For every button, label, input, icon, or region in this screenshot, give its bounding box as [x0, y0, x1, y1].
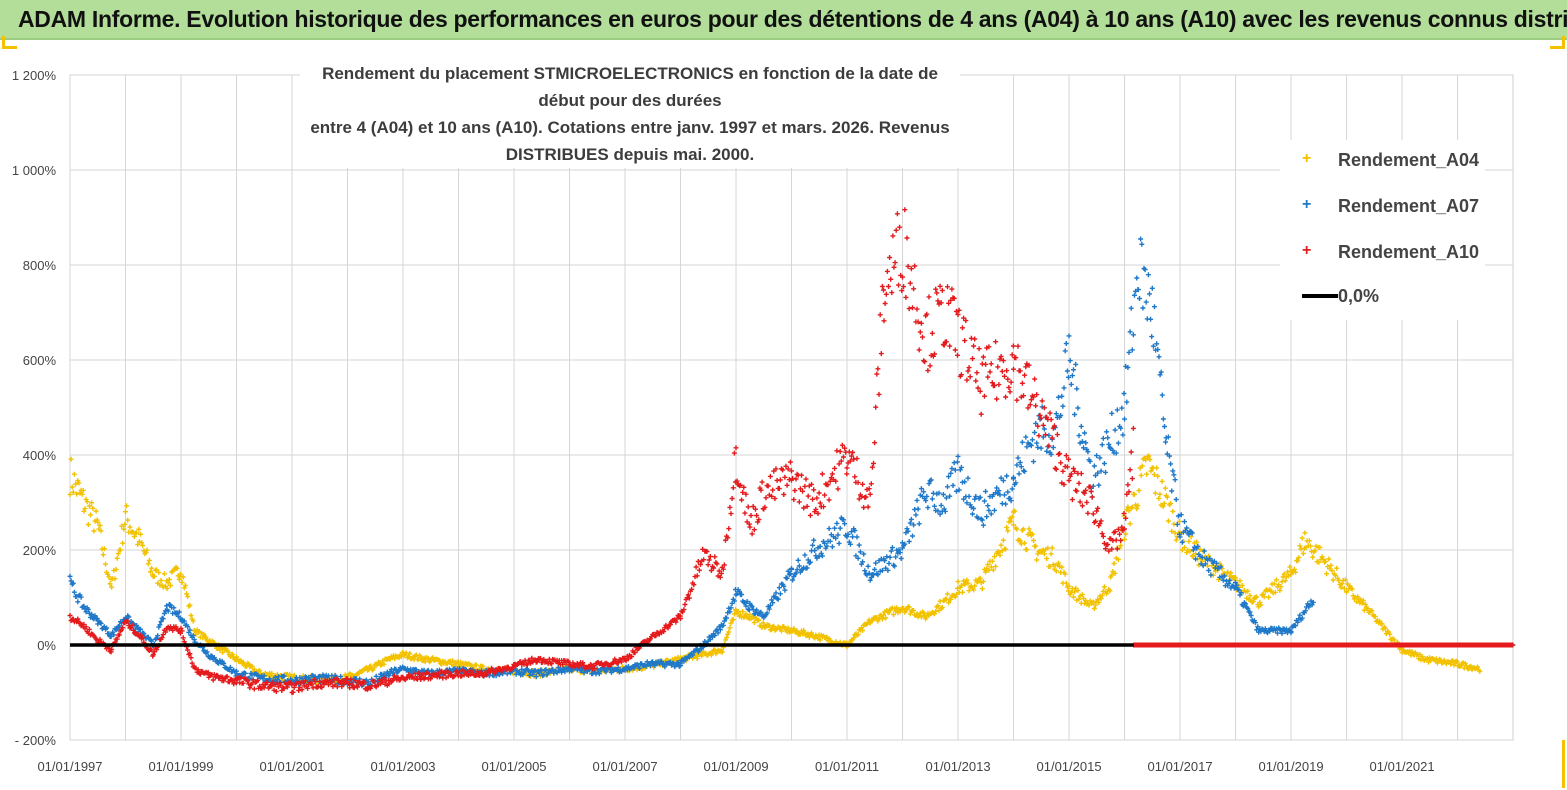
x-tick-label: 01/01/2001	[259, 759, 324, 774]
legend-item-a10: + Rendement_A10	[1280, 240, 1479, 264]
chart-title-line-1: Rendement du placement STMICROELECTRONIC…	[322, 64, 938, 110]
page-title: ADAM Informe. Evolution historique des p…	[18, 5, 1567, 32]
legend-label-zero: 0,0%	[1338, 285, 1380, 306]
legend: + Rendement_A04 + Rendement_A07 + Rendem…	[1280, 140, 1485, 320]
y-axis: - 200% 0% 200% 400% 600% 800% 1 000% 1 200%	[12, 68, 57, 748]
series-markers	[67, 236, 1316, 689]
x-tick-label: 01/01/1999	[148, 759, 213, 774]
x-tick-label: 01/01/2009	[703, 759, 768, 774]
corner-marker	[1550, 740, 1565, 788]
x-tick-label: 01/01/2005	[481, 759, 546, 774]
x-axis: 01/01/1997 01/01/1999 01/01/2001 01/01/2003…	[37, 759, 1434, 774]
page-header: ADAM Informe. Evolution historique des p…	[0, 0, 1567, 40]
x-tick-label: 01/01/1997	[37, 759, 102, 774]
y-tick-label: 200%	[23, 543, 57, 558]
y-tick-label: 1 200%	[12, 68, 57, 83]
x-tick-label: 01/01/2003	[370, 759, 435, 774]
legend-marker-zero	[1280, 284, 1338, 308]
plus-marker-icon: +	[1302, 196, 1312, 213]
legend-label-a04: Rendement_A04	[1338, 149, 1480, 170]
chart-title-line-2: entre 4 (A04) et 10 ans (A10). Cotations…	[310, 118, 950, 164]
line-marker-icon	[1302, 294, 1338, 298]
legend-item-a07: + Rendement_A07	[1280, 194, 1479, 218]
series	[67, 207, 1516, 696]
legend-item-zero: 0,0%	[1280, 284, 1379, 308]
x-tick-label: 01/01/2015	[1037, 759, 1102, 774]
y-tick-label: - 200%	[15, 733, 57, 748]
plus-marker-icon: +	[1302, 150, 1312, 167]
legend-marker-a04: +	[1280, 148, 1338, 172]
y-tick-label: 1 000%	[12, 163, 57, 178]
x-tick-label: 01/01/2011	[815, 759, 879, 774]
x-tick-label: 01/01/2019	[1259, 759, 1324, 774]
y-tick-label: 600%	[23, 353, 57, 368]
series-markers	[67, 453, 1483, 687]
y-tick-label: 800%	[23, 258, 57, 273]
y-tick-label: 0%	[37, 638, 56, 653]
x-tick-label: 01/01/2017	[1148, 759, 1213, 774]
x-tick-label: 01/01/2013	[925, 759, 990, 774]
legend-item-a04: + Rendement_A04	[1280, 148, 1479, 172]
chart-title: Rendement du placement STMICROELECTRONIC…	[300, 60, 960, 168]
legend-label-a07: Rendement_A07	[1338, 195, 1480, 216]
corner-marker	[2, 36, 17, 49]
series-markers	[67, 207, 1136, 696]
legend-label-a10: Rendement_A10	[1338, 241, 1480, 262]
plus-marker-icon: +	[1302, 242, 1312, 259]
corner-marker	[1550, 36, 1565, 49]
series-rendement-a04	[67, 453, 1483, 687]
legend-marker-a07: +	[1280, 194, 1338, 218]
legend-marker-a10: +	[1280, 240, 1338, 264]
x-tick-label: 01/01/2021	[1370, 759, 1435, 774]
x-tick-label: 01/01/2007	[592, 759, 657, 774]
y-tick-label: 400%	[23, 448, 57, 463]
